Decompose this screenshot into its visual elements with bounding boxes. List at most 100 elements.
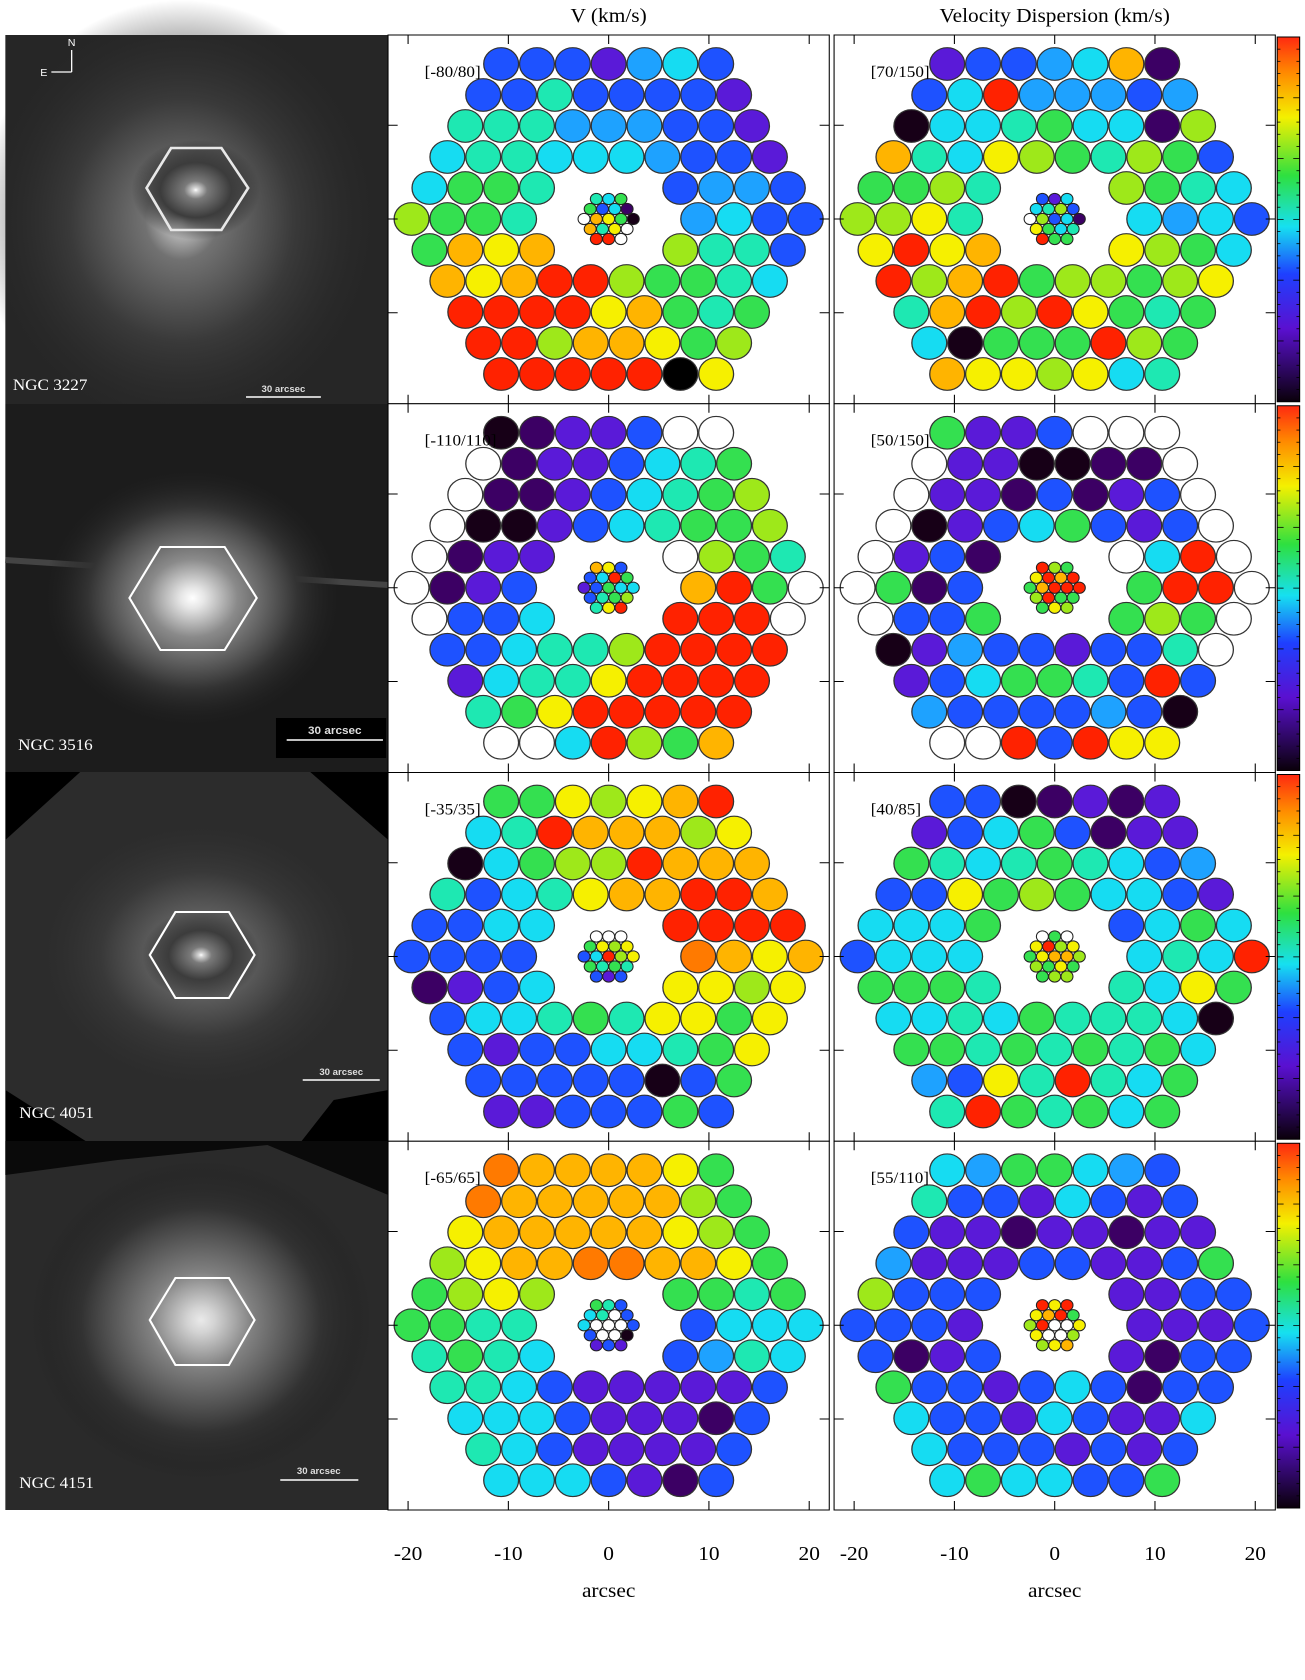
fiber [626,477,663,512]
galaxy-name: NGC 4151 [19,1474,94,1492]
fiber [1054,1063,1091,1098]
fiber [982,446,1020,481]
fiber [1054,264,1091,298]
fiber [393,1308,430,1343]
core-fiber [1029,202,1043,216]
fiber [698,295,735,329]
fiber [1179,1277,1217,1312]
core-fiber [1054,202,1068,216]
fiber [875,140,912,174]
fiber [715,632,753,667]
fiber [1018,694,1055,729]
fiber [875,1246,912,1281]
core-fiber [608,1309,622,1322]
fiber [518,601,556,636]
core-fiber [1042,202,1056,216]
fiber [1090,632,1127,667]
core-fiber [1060,950,1074,963]
fiber [483,233,520,267]
fiber [1108,295,1145,329]
fiber [518,47,556,81]
fiber [1215,1277,1252,1312]
fiber [1000,1094,1037,1129]
fiber [411,1277,448,1312]
fiber [465,78,502,112]
fiber [1072,784,1109,819]
core-fiber [1042,222,1056,236]
fiber [1162,632,1199,667]
fiber [929,539,966,574]
range-label: [55/110] [871,1169,929,1187]
fiber [1054,1432,1091,1467]
fiber [447,233,484,267]
fiber [411,171,448,205]
fiber [500,1001,538,1036]
core-fiber [620,591,634,604]
fiber [644,326,681,360]
core-fiber [602,581,616,594]
fiber [644,1432,681,1467]
fiber [1162,694,1199,729]
fiber [893,1339,930,1374]
fiber [626,1153,663,1188]
fiber [1162,264,1199,298]
fiber [733,846,771,881]
fiber [608,1370,645,1405]
fiber [947,1432,984,1467]
fiber [1144,908,1181,943]
fiber [483,1032,520,1067]
fiber [929,1032,966,1067]
fiber [911,1308,948,1343]
fiber [1215,908,1252,943]
fiber [1233,939,1270,974]
fiber [1179,539,1217,574]
fiber [483,908,520,943]
fiber [465,326,502,360]
fiber [751,1001,788,1036]
fiber [733,171,771,205]
fiber [733,1032,771,1067]
fiber [982,1370,1020,1405]
fiber [465,202,502,236]
fiber [857,233,894,267]
fiber [680,632,717,667]
fiber [518,233,556,267]
fiber [929,1153,966,1188]
fiber [518,970,556,1005]
fiber [1090,326,1127,360]
range-label: [-110/110] [425,431,497,449]
fiber [483,1153,520,1188]
fiber [698,415,735,450]
core-fiber [1066,591,1080,604]
fiber [929,1215,966,1250]
fiber [590,109,627,143]
core-fiber [602,561,616,574]
core-fiber [620,202,634,216]
fiber [518,1401,556,1436]
core-fiber [1035,192,1049,206]
fiber [1162,140,1199,174]
fiber [964,725,1002,760]
fiber [447,1032,484,1067]
fiber [1108,1215,1145,1250]
fiber [911,326,948,360]
fiber [1054,140,1091,174]
fiber [1108,47,1145,81]
fiber [1126,1308,1163,1343]
core-fiber [1035,232,1049,246]
x-tick-label: 10 [1144,1544,1165,1565]
core-fiber [577,1319,591,1332]
fiber [733,663,771,698]
fiber [572,446,609,481]
fiber [715,1432,753,1467]
fiber [1144,784,1181,819]
core-fiber [1029,571,1043,584]
fiber [911,939,948,974]
fiber [982,508,1020,543]
fiber [518,1463,556,1498]
fiber [1108,171,1145,205]
fiber [1233,1308,1270,1343]
galaxy-image: 30 arcsec NGC 4151 [5,1141,389,1510]
fiber [644,877,681,912]
fiber [893,1215,930,1250]
